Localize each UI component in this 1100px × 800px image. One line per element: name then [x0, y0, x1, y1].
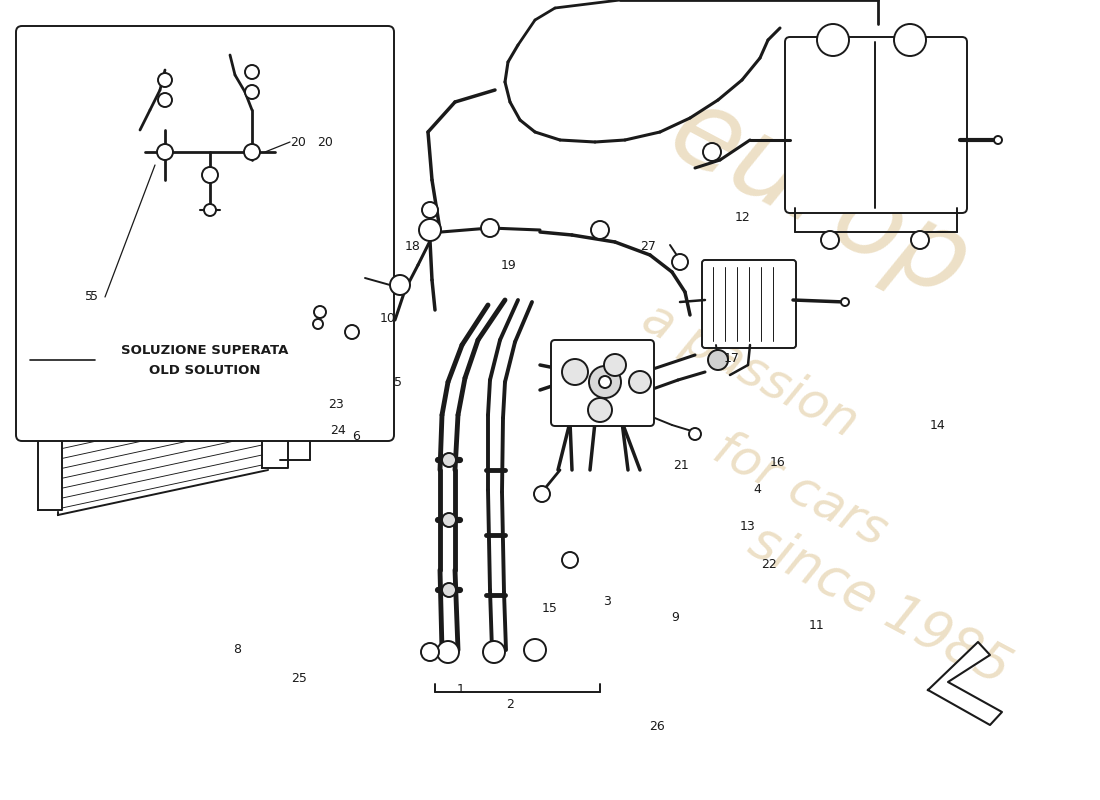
- Circle shape: [345, 325, 359, 339]
- FancyBboxPatch shape: [551, 340, 654, 426]
- Text: 26: 26: [649, 720, 664, 733]
- Text: 6: 6: [352, 430, 360, 442]
- Circle shape: [111, 249, 133, 271]
- Circle shape: [244, 144, 260, 160]
- Circle shape: [419, 219, 441, 241]
- Circle shape: [628, 372, 648, 392]
- Circle shape: [481, 219, 499, 237]
- Text: 20: 20: [317, 136, 332, 149]
- Text: europ: europ: [652, 77, 988, 323]
- Circle shape: [629, 371, 651, 393]
- Circle shape: [689, 428, 701, 440]
- Circle shape: [842, 298, 849, 306]
- Text: 12: 12: [735, 211, 750, 224]
- Text: 23: 23: [328, 398, 343, 410]
- Circle shape: [202, 167, 218, 183]
- Polygon shape: [928, 642, 1002, 725]
- Circle shape: [204, 204, 216, 216]
- Circle shape: [442, 513, 456, 527]
- Text: 10: 10: [379, 312, 395, 325]
- Circle shape: [562, 552, 578, 568]
- Text: 25: 25: [292, 672, 307, 685]
- Circle shape: [562, 359, 588, 385]
- Circle shape: [421, 643, 439, 661]
- Circle shape: [588, 366, 621, 398]
- Circle shape: [314, 319, 323, 329]
- Circle shape: [703, 143, 720, 161]
- Text: 19: 19: [500, 259, 516, 272]
- Circle shape: [821, 231, 839, 249]
- Text: 21: 21: [673, 459, 689, 472]
- Text: 9: 9: [671, 611, 679, 624]
- Text: 27: 27: [640, 240, 656, 253]
- Circle shape: [817, 24, 849, 56]
- Circle shape: [245, 85, 258, 99]
- Circle shape: [158, 93, 172, 107]
- Text: 4: 4: [754, 483, 761, 496]
- Circle shape: [314, 306, 326, 318]
- Text: SOLUZIONE SUPERATA: SOLUZIONE SUPERATA: [121, 343, 288, 357]
- Text: 11: 11: [808, 619, 824, 632]
- Text: 2: 2: [506, 698, 514, 711]
- Text: 18: 18: [405, 240, 420, 253]
- Text: a passion: a passion: [634, 293, 866, 447]
- FancyBboxPatch shape: [702, 260, 796, 348]
- Text: 17: 17: [724, 352, 739, 365]
- Text: since 1985: since 1985: [740, 514, 1020, 695]
- Text: 5: 5: [90, 290, 98, 302]
- Circle shape: [442, 453, 456, 467]
- Text: 16: 16: [770, 456, 785, 469]
- Circle shape: [911, 231, 930, 249]
- Circle shape: [422, 202, 438, 218]
- Circle shape: [157, 144, 173, 160]
- Circle shape: [483, 641, 505, 663]
- Polygon shape: [39, 288, 62, 510]
- FancyBboxPatch shape: [16, 26, 394, 441]
- Text: 1: 1: [456, 683, 464, 696]
- Circle shape: [390, 275, 410, 295]
- Circle shape: [167, 229, 189, 251]
- Circle shape: [708, 350, 728, 370]
- Circle shape: [185, 269, 211, 295]
- Text: OLD SOLUTION: OLD SOLUTION: [150, 363, 261, 377]
- Text: 8: 8: [233, 643, 241, 656]
- Text: 3: 3: [603, 595, 611, 608]
- Circle shape: [442, 583, 456, 597]
- Text: 20: 20: [290, 135, 306, 149]
- Text: for cars: for cars: [705, 424, 894, 556]
- Circle shape: [600, 376, 610, 388]
- Circle shape: [672, 254, 688, 270]
- Polygon shape: [262, 242, 288, 468]
- Circle shape: [437, 641, 459, 663]
- Circle shape: [245, 65, 258, 79]
- Text: 15: 15: [541, 602, 557, 614]
- Text: 13: 13: [739, 520, 755, 533]
- Text: 5: 5: [85, 290, 94, 303]
- Circle shape: [158, 73, 172, 87]
- Circle shape: [994, 136, 1002, 144]
- Circle shape: [894, 24, 926, 56]
- Text: 24: 24: [330, 424, 345, 437]
- Circle shape: [534, 486, 550, 502]
- Text: 14: 14: [930, 419, 945, 432]
- Circle shape: [604, 354, 626, 376]
- Circle shape: [588, 398, 612, 422]
- Circle shape: [591, 221, 609, 239]
- Text: 22: 22: [761, 558, 777, 570]
- Text: 5: 5: [394, 376, 402, 389]
- FancyBboxPatch shape: [785, 37, 967, 213]
- Circle shape: [524, 639, 546, 661]
